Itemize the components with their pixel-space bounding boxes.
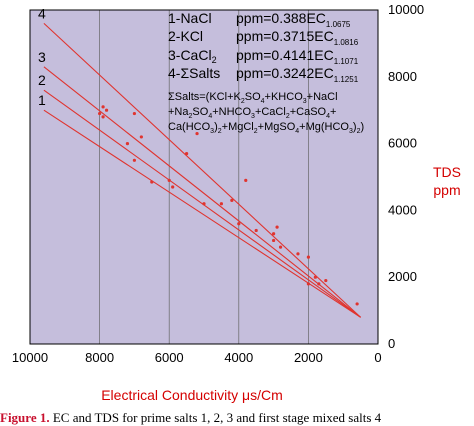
data-point (296, 252, 300, 256)
caption-lead: Figure 1. (0, 410, 50, 425)
trend-line (43, 66, 361, 318)
data-point (185, 152, 189, 156)
y-tick-label: 0 (388, 336, 395, 351)
data-point (237, 222, 241, 226)
composition-line: Ca(HCO3)2+MgCl2+MgSO4+Mg(HCO3)2) (168, 121, 364, 135)
data-point (132, 158, 136, 162)
data-point (104, 108, 109, 112)
series-label: 4 (38, 5, 46, 21)
composition-line: +Na2SO4+NHCO3+CaCl2+CaSO4+ (168, 106, 336, 120)
data-point (167, 178, 171, 182)
data-point (313, 275, 317, 279)
series-labels: 1 2 3 4 (38, 5, 46, 108)
y-axis-label: TDS (433, 164, 461, 180)
equation-formula: ppm=0.388EC1.0675 (236, 10, 351, 29)
y-tick-label: 10000 (388, 2, 424, 17)
data-point (355, 302, 359, 306)
plot-frame (29, 9, 379, 345)
y-tick-label: 6000 (388, 136, 417, 151)
data-points (98, 105, 359, 306)
data-point (132, 111, 136, 116)
y-tick-label: 8000 (388, 69, 417, 84)
composition-formula: ΣSalts=(KCl+K2SO4+KHCO3+NaCl +Na2SO4+NHC… (168, 91, 364, 135)
data-point (139, 135, 143, 139)
x-tick-label: 6000 (155, 350, 184, 365)
data-point (101, 105, 105, 109)
data-point (272, 238, 276, 243)
x-tick-label: 2000 (294, 350, 323, 365)
data-point (324, 278, 328, 283)
y-tick-label: 4000 (388, 202, 417, 217)
data-point (125, 142, 130, 146)
equation-label: 1-NaCl (168, 10, 212, 26)
equation-label: 3-CaCl2 (168, 47, 217, 65)
data-point (306, 255, 310, 259)
data-point (202, 202, 206, 206)
y-axis-label: ppm (433, 182, 460, 198)
figure-caption: Figure 1. EC and TDS for prime salts 1, … (0, 410, 474, 426)
data-point (101, 115, 105, 119)
x-axis-label: Electrical Conductivity μs/Cm (101, 387, 283, 403)
y-tick-label: 2000 (388, 269, 417, 284)
x-tick-label: 0 (374, 350, 381, 365)
data-point (219, 202, 223, 206)
data-point (150, 180, 154, 184)
data-point (98, 111, 102, 116)
x-axis-ticks: 10000 8000 6000 4000 2000 0 (12, 350, 382, 365)
y-axis-ticks: 0 2000 4000 6000 8000 10000 (388, 2, 424, 351)
data-point (195, 131, 199, 136)
equation-formula: ppm=0.4141EC1.1071 (236, 47, 359, 66)
data-point (244, 178, 248, 182)
equation-legend: 1-NaCl ppm=0.388EC1.0675 2-KCl ppm=0.371… (168, 10, 359, 84)
chart: 10000 8000 6000 4000 2000 0 0 2000 4000 6000 8000… (12, 2, 461, 403)
trend-line (43, 22, 361, 318)
series-label: 2 (38, 72, 46, 88)
composition-line: ΣSalts=(KCl+K2SO4+KHCO3+NaCl (168, 91, 338, 105)
trend-line (43, 89, 361, 318)
data-point (254, 228, 258, 233)
grid-lines (99, 10, 309, 344)
data-point (306, 282, 310, 286)
data-point (317, 282, 321, 286)
equation-label: 4-ΣSalts (168, 65, 220, 81)
data-point (171, 185, 175, 189)
caption-text: EC and TDS for prime salts 1, 2, 3 and f… (52, 410, 382, 425)
equation-formula: ppm=0.3715EC1.0816 (236, 28, 359, 47)
x-tick-label: 8000 (85, 350, 114, 365)
x-tick-label: 10000 (12, 350, 48, 365)
equation-formula: ppm=0.3242EC1.1251 (236, 65, 359, 84)
series-label: 3 (38, 49, 46, 65)
equation-label: 2-KCl (168, 28, 203, 44)
data-point (230, 198, 234, 202)
series-label: 1 (38, 92, 46, 108)
x-tick-label: 4000 (224, 350, 253, 365)
data-point (272, 232, 276, 236)
data-point (278, 245, 283, 249)
data-point (275, 225, 279, 229)
